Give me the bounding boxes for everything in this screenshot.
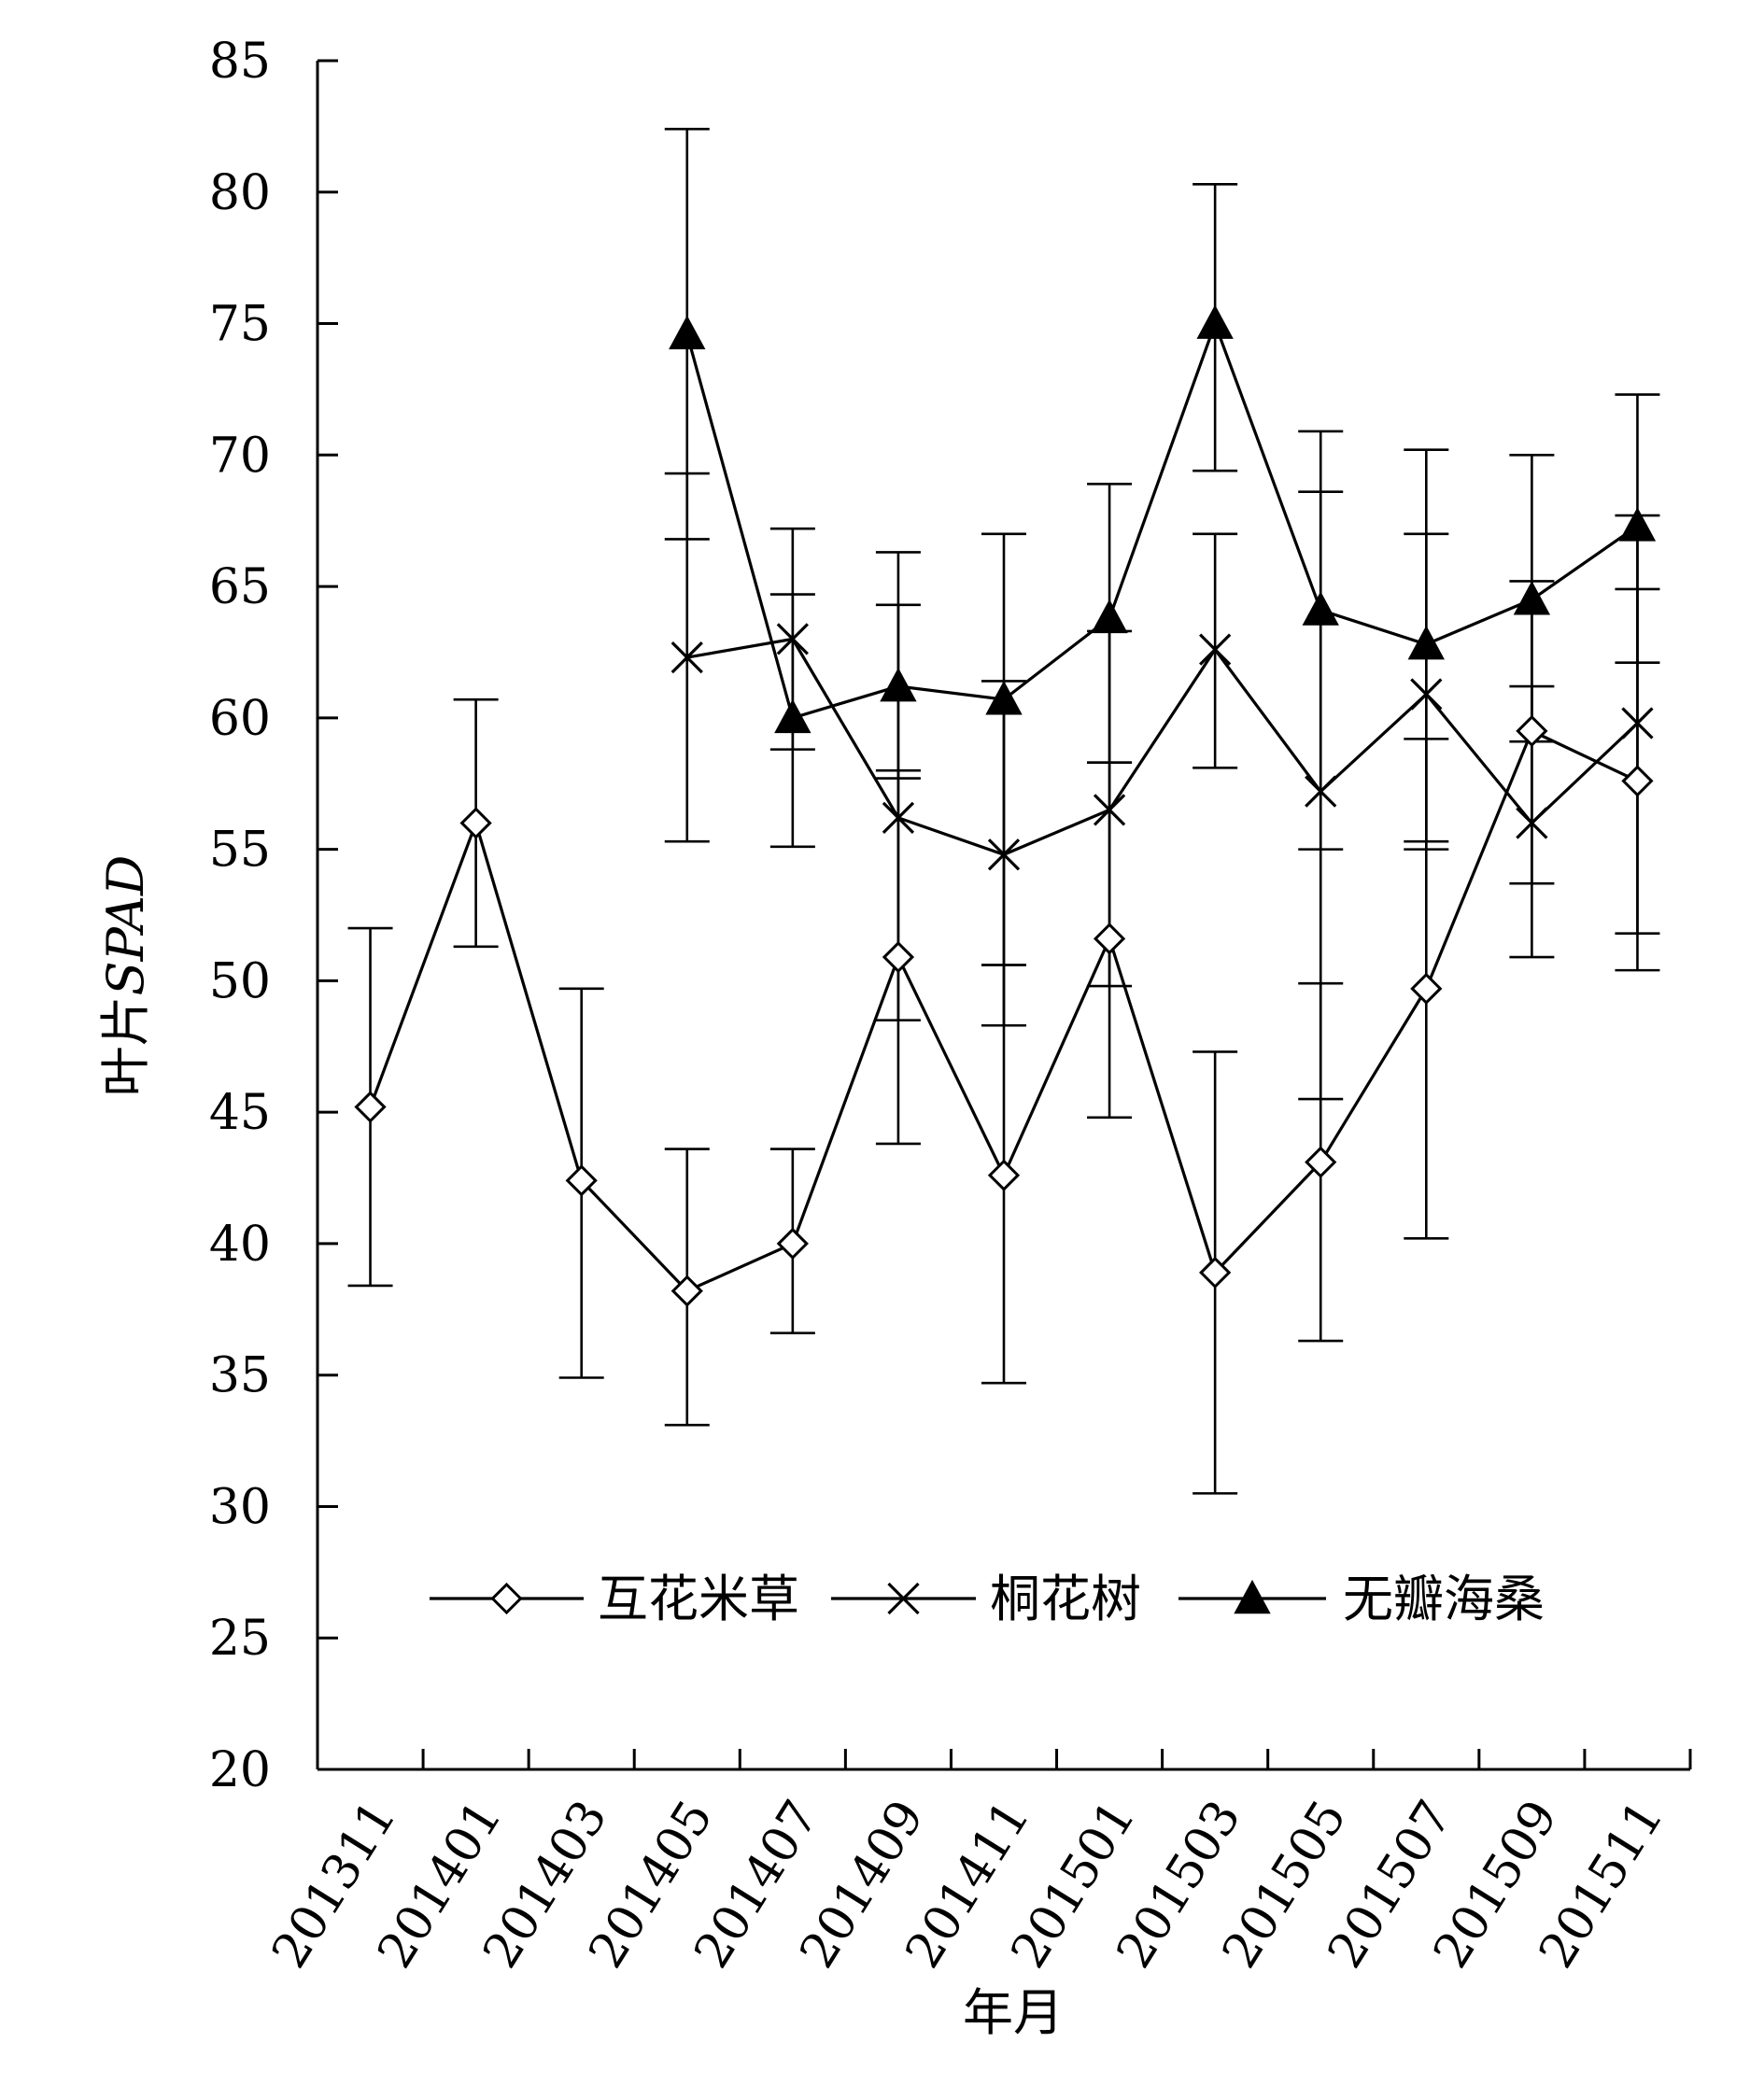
y-tick-label: 40 xyxy=(209,1217,271,1273)
data-point-series-2-stroke-b xyxy=(882,801,915,834)
data-point-series-2 xyxy=(882,801,915,834)
data-point-series-2 xyxy=(1305,775,1337,808)
data-point-series-2-stroke-b xyxy=(1516,807,1548,839)
data-point-series-3 xyxy=(774,698,811,734)
data-point-series-2-stroke-b xyxy=(1199,633,1232,666)
data-point-series-2 xyxy=(1410,678,1443,711)
legend-item-3: 无瓣海桑 xyxy=(1178,1570,1545,1628)
data-point-series-1 xyxy=(1516,714,1548,748)
y-tick-label: 60 xyxy=(209,691,271,747)
series-line-2 xyxy=(686,637,1639,856)
y-tick-label: 80 xyxy=(209,165,271,221)
y-axis-title: 叶片SPAD xyxy=(96,855,155,1097)
data-point-series-2-stroke-b xyxy=(1410,678,1443,711)
legend-item-2: 桐花树 xyxy=(831,1570,1141,1628)
data-point-series-2 xyxy=(1621,707,1654,740)
data-point-series-2-stroke-b xyxy=(1305,775,1337,808)
data-point-series-3 xyxy=(1091,599,1128,634)
y-tick-label: 55 xyxy=(209,823,271,879)
legend-item-1: 互花米草 xyxy=(430,1570,799,1628)
data-point-series-3 xyxy=(1302,591,1339,626)
data-point-series-3 xyxy=(1513,581,1551,615)
data-point-series-2 xyxy=(776,623,809,655)
x-axis-title: 年月 xyxy=(963,1983,1064,2042)
legend-marker xyxy=(490,1582,523,1615)
y-tick-label: 45 xyxy=(209,1085,271,1141)
series-line-3 xyxy=(685,318,1639,720)
legend-marker xyxy=(1234,1579,1271,1614)
axes: 2025303540455055606570758085201311201401… xyxy=(209,34,1692,1978)
data-point-series-1 xyxy=(565,1164,598,1197)
data-point-series-2-stroke-b xyxy=(1093,794,1126,826)
data-point-series-1 xyxy=(670,1275,703,1307)
legend-marker-stroke-b xyxy=(887,1582,920,1615)
y-tick-label: 70 xyxy=(209,428,271,484)
data-point-series-2-stroke-b xyxy=(776,623,809,655)
y-tick-label: 75 xyxy=(209,297,271,353)
data-point-series-2 xyxy=(670,641,703,674)
y-tick-label: 35 xyxy=(209,1348,271,1404)
data-point-series-1 xyxy=(459,807,492,839)
error-bars xyxy=(347,127,1660,1495)
data-point-series-3 xyxy=(1618,507,1657,542)
y-tick-label: 65 xyxy=(209,559,271,615)
legend-label: 无瓣海桑 xyxy=(1343,1570,1545,1628)
data-point-series-3 xyxy=(1407,625,1445,660)
data-point-series-3 xyxy=(880,667,917,702)
legend-marker xyxy=(887,1582,920,1615)
data-point-series-3 xyxy=(669,315,706,350)
error-bar-series-3 xyxy=(1298,430,1344,851)
data-point-series-1 xyxy=(882,940,915,974)
data-point-series-1 xyxy=(1410,972,1443,1005)
data-point-series-3 xyxy=(985,681,1023,715)
data-point-series-1 xyxy=(987,1159,1021,1191)
data-point-series-2-stroke-b xyxy=(670,641,703,674)
legend-label: 互花米草 xyxy=(598,1570,799,1628)
y-axis-title-italic: SPAD xyxy=(96,855,155,996)
y-tick-label: 30 xyxy=(209,1479,271,1535)
legend: 互花米草 桐花树 无瓣海桑 xyxy=(430,1570,1545,1628)
data-point-series-3 xyxy=(1196,304,1234,339)
data-point-series-2 xyxy=(1093,794,1126,826)
data-point-series-1 xyxy=(1621,765,1654,797)
data-point-series-1 xyxy=(354,1091,387,1123)
data-point-series-2-stroke-b xyxy=(1621,707,1654,740)
y-tick-label: 25 xyxy=(209,1611,271,1667)
series-markers xyxy=(354,304,1657,1307)
data-point-series-2 xyxy=(987,838,1021,871)
error-bar-series-3 xyxy=(875,551,921,780)
legend-label: 桐花树 xyxy=(990,1570,1141,1628)
data-point-series-2 xyxy=(1199,633,1232,666)
y-tick-label: 50 xyxy=(209,953,271,1009)
y-axis-title-prefix: 叶片 xyxy=(96,995,155,1096)
data-point-series-2 xyxy=(1516,807,1548,839)
data-point-series-1 xyxy=(1093,923,1126,955)
data-point-series-1 xyxy=(776,1227,809,1261)
data-point-series-2-stroke-b xyxy=(987,838,1021,871)
data-point-series-1 xyxy=(1305,1146,1337,1178)
y-tick-label: 20 xyxy=(209,1742,271,1798)
data-point-series-1 xyxy=(1199,1256,1232,1289)
error-bar-series-3 xyxy=(981,532,1026,966)
y-tick-label: 85 xyxy=(209,34,271,90)
